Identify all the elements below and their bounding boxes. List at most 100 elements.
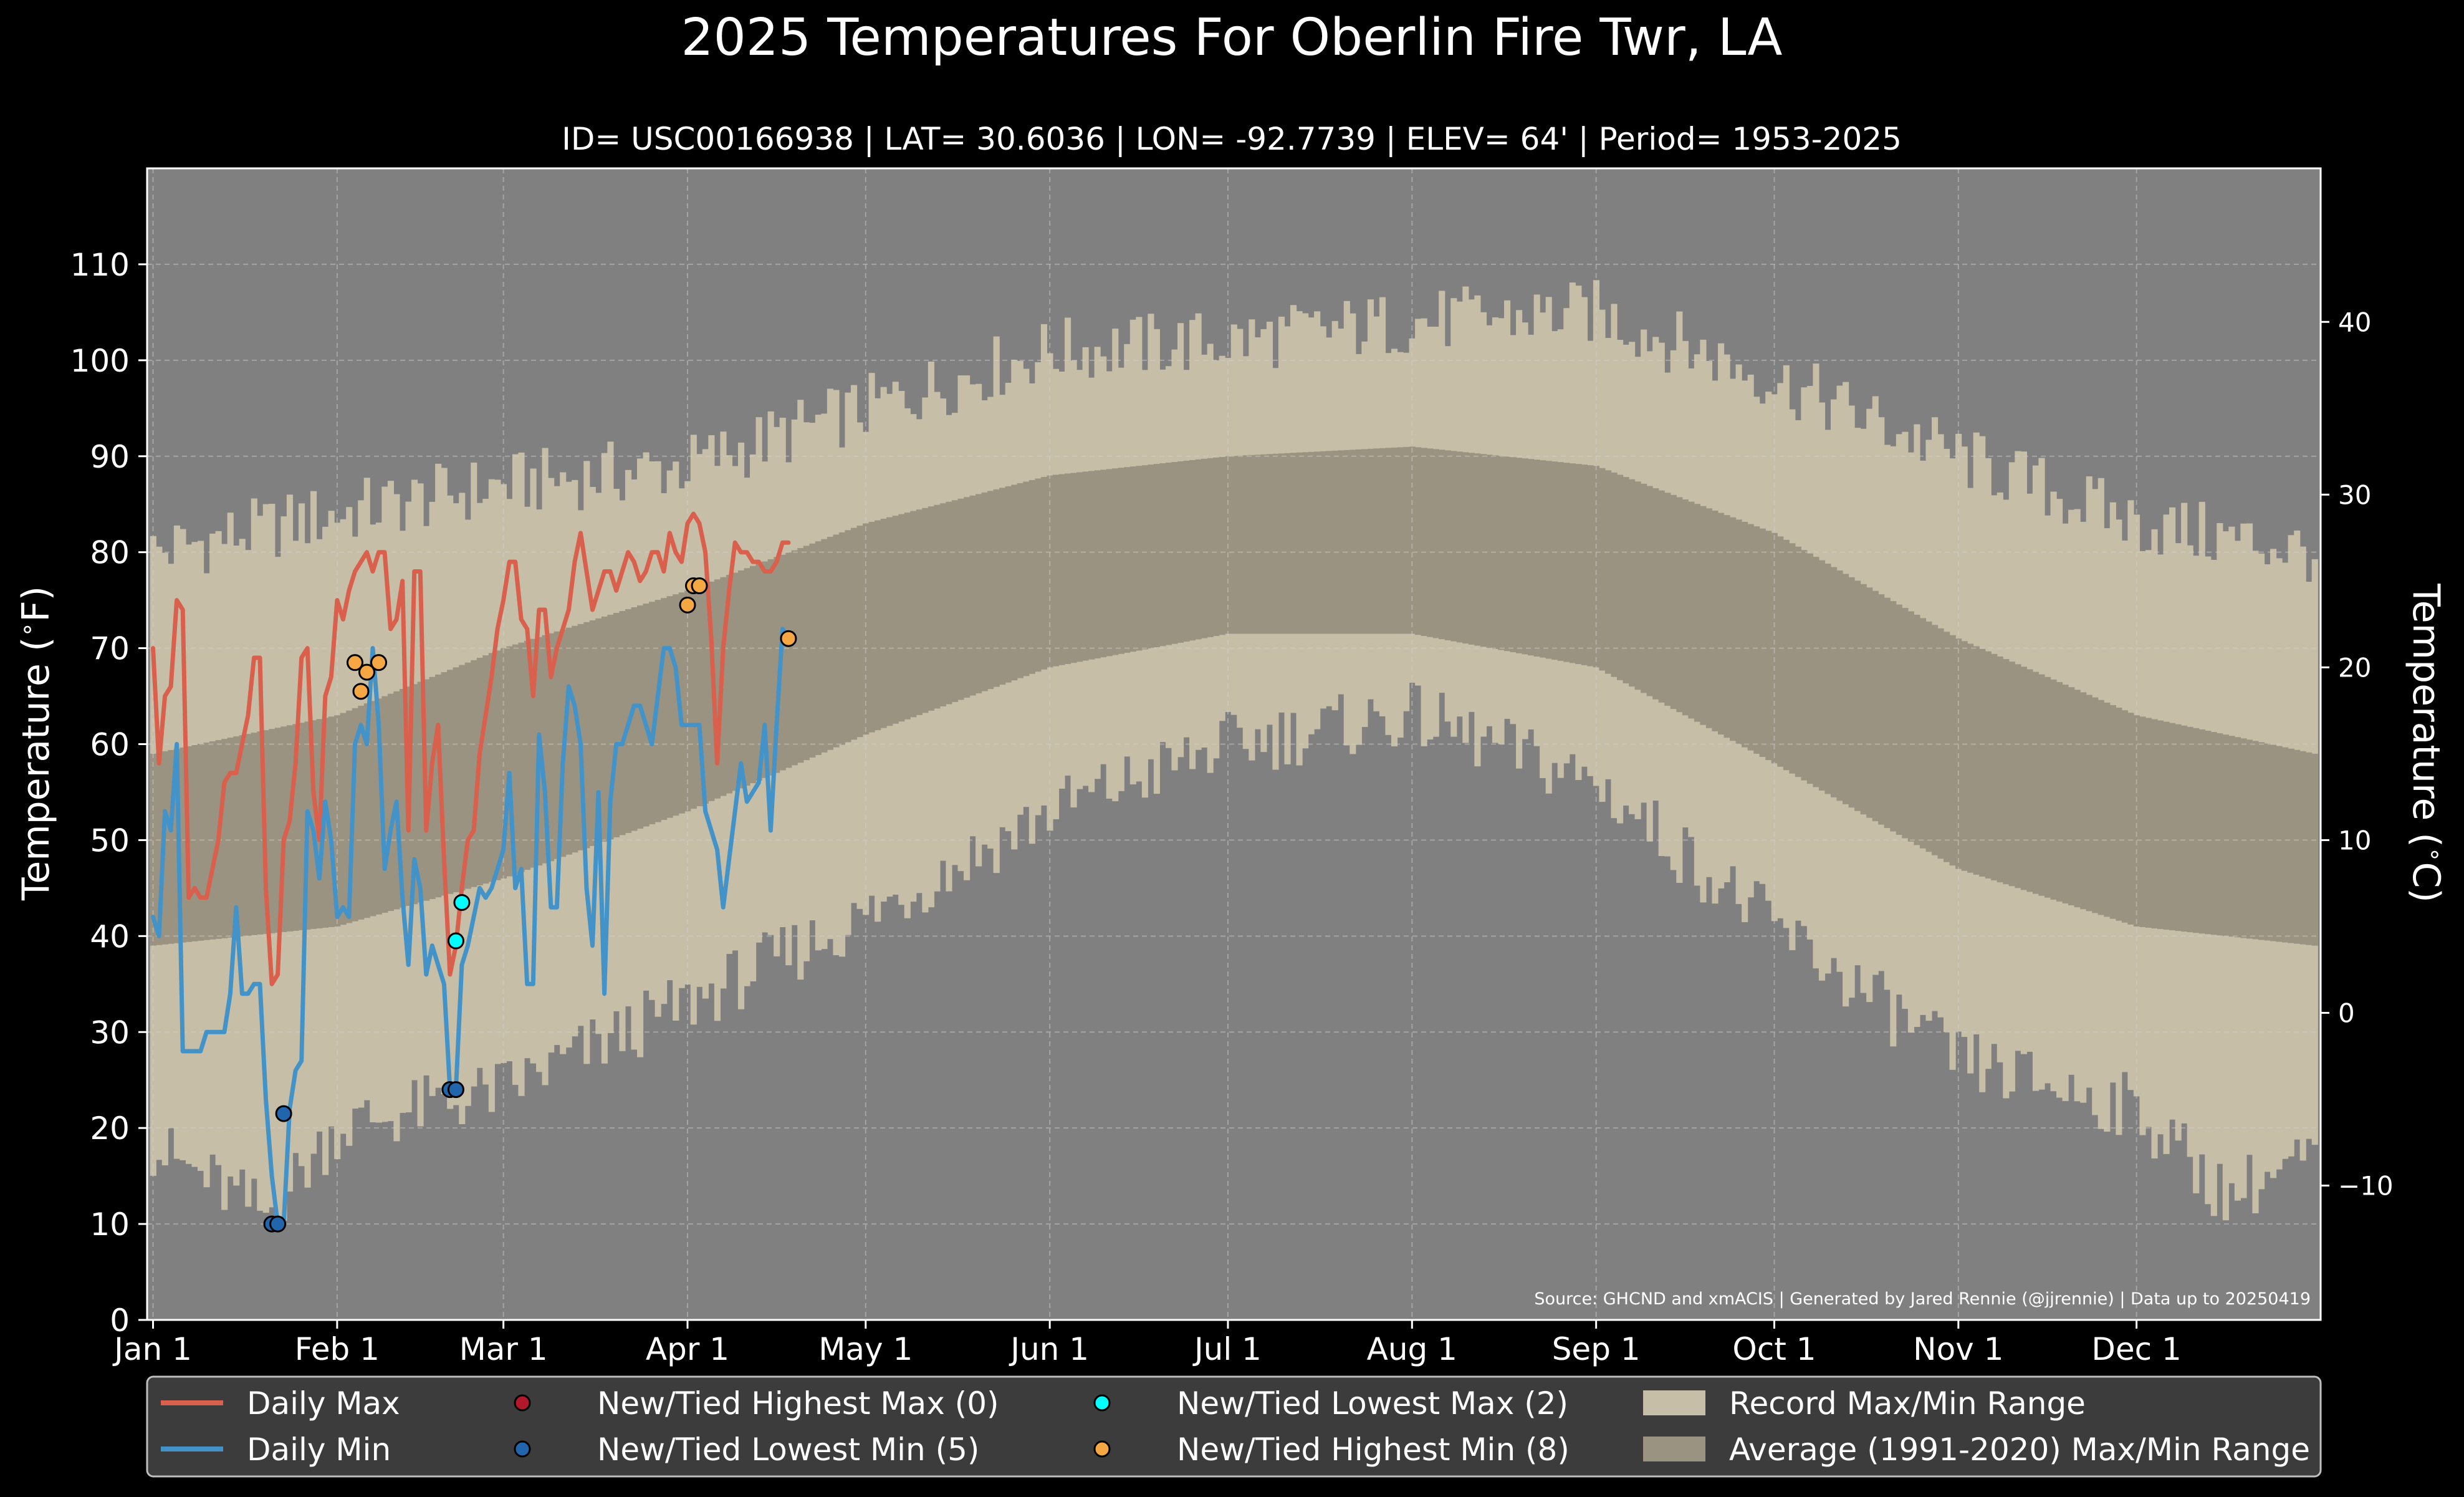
average-range-bar <box>934 504 941 709</box>
average-range-bar <box>774 557 780 773</box>
average-range-bar <box>2050 679 2057 900</box>
average-range-bar <box>530 638 537 868</box>
average-range-bar <box>939 503 947 706</box>
average-range-bar <box>797 548 804 763</box>
chart-subtitle: ID= USC00166938 | LAT= 30.6036 | LON= -9… <box>562 121 1902 157</box>
average-range-bar <box>1557 462 1564 661</box>
average-range-bar <box>1159 463 1166 647</box>
legend-marker-swatch <box>514 1440 531 1458</box>
chart-title: 2025 Temperatures For Oberlin Fire Twr, … <box>681 8 1782 67</box>
x-tick-label: Feb 1 <box>295 1331 380 1367</box>
average-range-bar <box>1848 577 1855 808</box>
average-range-bar <box>340 713 347 925</box>
average-range-bar <box>1551 461 1558 660</box>
marker-new-tied-highest-min <box>358 663 376 681</box>
y-tick-label-right: 0 <box>2338 998 2355 1028</box>
average-range-bar <box>1694 504 1700 722</box>
average-range-bar <box>601 616 608 842</box>
average-range-bar <box>1023 481 1030 676</box>
average-range-bar <box>1028 479 1035 674</box>
average-range-bar <box>1717 513 1725 735</box>
average-range-bar <box>1878 594 1885 825</box>
legend-label: New/Tied Lowest Min (5) <box>597 1432 979 1468</box>
daily-min-line <box>151 627 791 1226</box>
average-range-bar <box>197 744 204 941</box>
average-range-bar <box>435 674 442 898</box>
average-range-bar <box>1385 448 1392 634</box>
average-range-bar <box>1296 452 1303 634</box>
axes: 0 10 20 30 40 50 60 70 80 90 100 110 −10 0 10 20 30 40 Jan… <box>70 167 2394 1367</box>
average-range-bar <box>1242 455 1249 634</box>
y-tick-label-left: 80 <box>90 535 130 571</box>
average-range-bar <box>2264 743 2271 941</box>
average-range-bar <box>381 696 388 913</box>
average-range-bar <box>1623 477 1629 684</box>
average-range-bar <box>1759 528 1766 758</box>
source-note: Source: GHCND and xmACIS | Generated by … <box>1534 1289 2311 1309</box>
average-range-bar <box>2294 749 2301 944</box>
legend-new-tied-lowest-max-2: New/Tied Lowest Max (2) <box>1093 1385 1568 1422</box>
average-range-bar <box>1629 479 1636 687</box>
average-range-bar <box>1148 465 1154 648</box>
average-range-bar <box>150 753 156 946</box>
average-range-bar <box>1664 493 1671 706</box>
average-range-bar <box>898 514 905 722</box>
average-range-bar <box>583 622 590 849</box>
x-tick-label: Oct 1 <box>1732 1331 1816 1367</box>
average-range-bar <box>1249 455 1255 634</box>
average-range-bar <box>1646 486 1653 696</box>
average-range-bar <box>767 559 774 776</box>
marker-new-tied-highest-min <box>370 654 388 671</box>
average-range-bar <box>856 526 863 738</box>
average-range-bar <box>1403 446 1410 634</box>
y-tick-label-left: 50 <box>90 822 130 859</box>
average-range-bar <box>548 633 555 862</box>
legend-label: New/Tied Lowest Max (2) <box>1177 1385 1568 1422</box>
average-range-bar <box>957 498 964 700</box>
average-range-bar <box>1177 461 1184 643</box>
average-range-bar <box>1907 611 1914 842</box>
legend-new-tied-highest-max-0: New/Tied Highest Max (0) <box>514 1385 999 1422</box>
average-range-bar <box>488 653 495 882</box>
average-range-bar <box>2187 726 2193 933</box>
average-range-bar <box>1421 448 1427 636</box>
y-tick-label-right: −10 <box>2338 1171 2394 1201</box>
average-range-bar <box>363 703 370 918</box>
average-range-bar <box>595 618 602 844</box>
average-range-bar <box>1260 454 1267 634</box>
y-tick-label-left: 90 <box>90 439 130 475</box>
average-range-bar <box>2109 705 2116 919</box>
average-range-bar <box>1225 456 1232 634</box>
average-range-bar <box>1682 499 1689 716</box>
average-range-bar <box>2008 662 2015 887</box>
average-range-bar <box>838 532 846 745</box>
average-range-bar <box>156 752 163 945</box>
marker-new-tied-highest-min <box>780 630 797 647</box>
average-range-bar <box>910 511 917 718</box>
average-range-bar <box>370 701 376 917</box>
average-range-bar <box>2074 690 2081 908</box>
legend-marker-swatch <box>514 1394 531 1412</box>
average-range-bar <box>2270 744 2277 941</box>
average-range-bar <box>1961 641 1968 871</box>
average-range-bar <box>1818 560 1826 791</box>
average-range-bar <box>993 489 1000 687</box>
average-range-bar <box>1290 453 1297 634</box>
average-range-bar <box>1742 521 1748 748</box>
average-range-bar <box>922 508 929 713</box>
average-range-bar <box>1516 458 1523 653</box>
average-range-bar <box>2276 746 2283 942</box>
average-range-bar <box>845 530 851 743</box>
average-range-bar <box>1129 466 1136 652</box>
average-range-bar <box>1944 632 1950 862</box>
average-range-bar <box>1456 451 1463 643</box>
average-range-bar <box>518 642 525 872</box>
average-range-bar <box>1801 550 1808 781</box>
average-range-bar <box>631 607 638 831</box>
average-range-bar <box>1937 628 1944 859</box>
average-range-bar <box>1213 457 1220 637</box>
marker-new-tied-lowest-min <box>269 1215 287 1233</box>
average-range-bar <box>417 681 424 903</box>
average-range-bar <box>1712 510 1719 731</box>
average-range-bar <box>2311 753 2318 946</box>
